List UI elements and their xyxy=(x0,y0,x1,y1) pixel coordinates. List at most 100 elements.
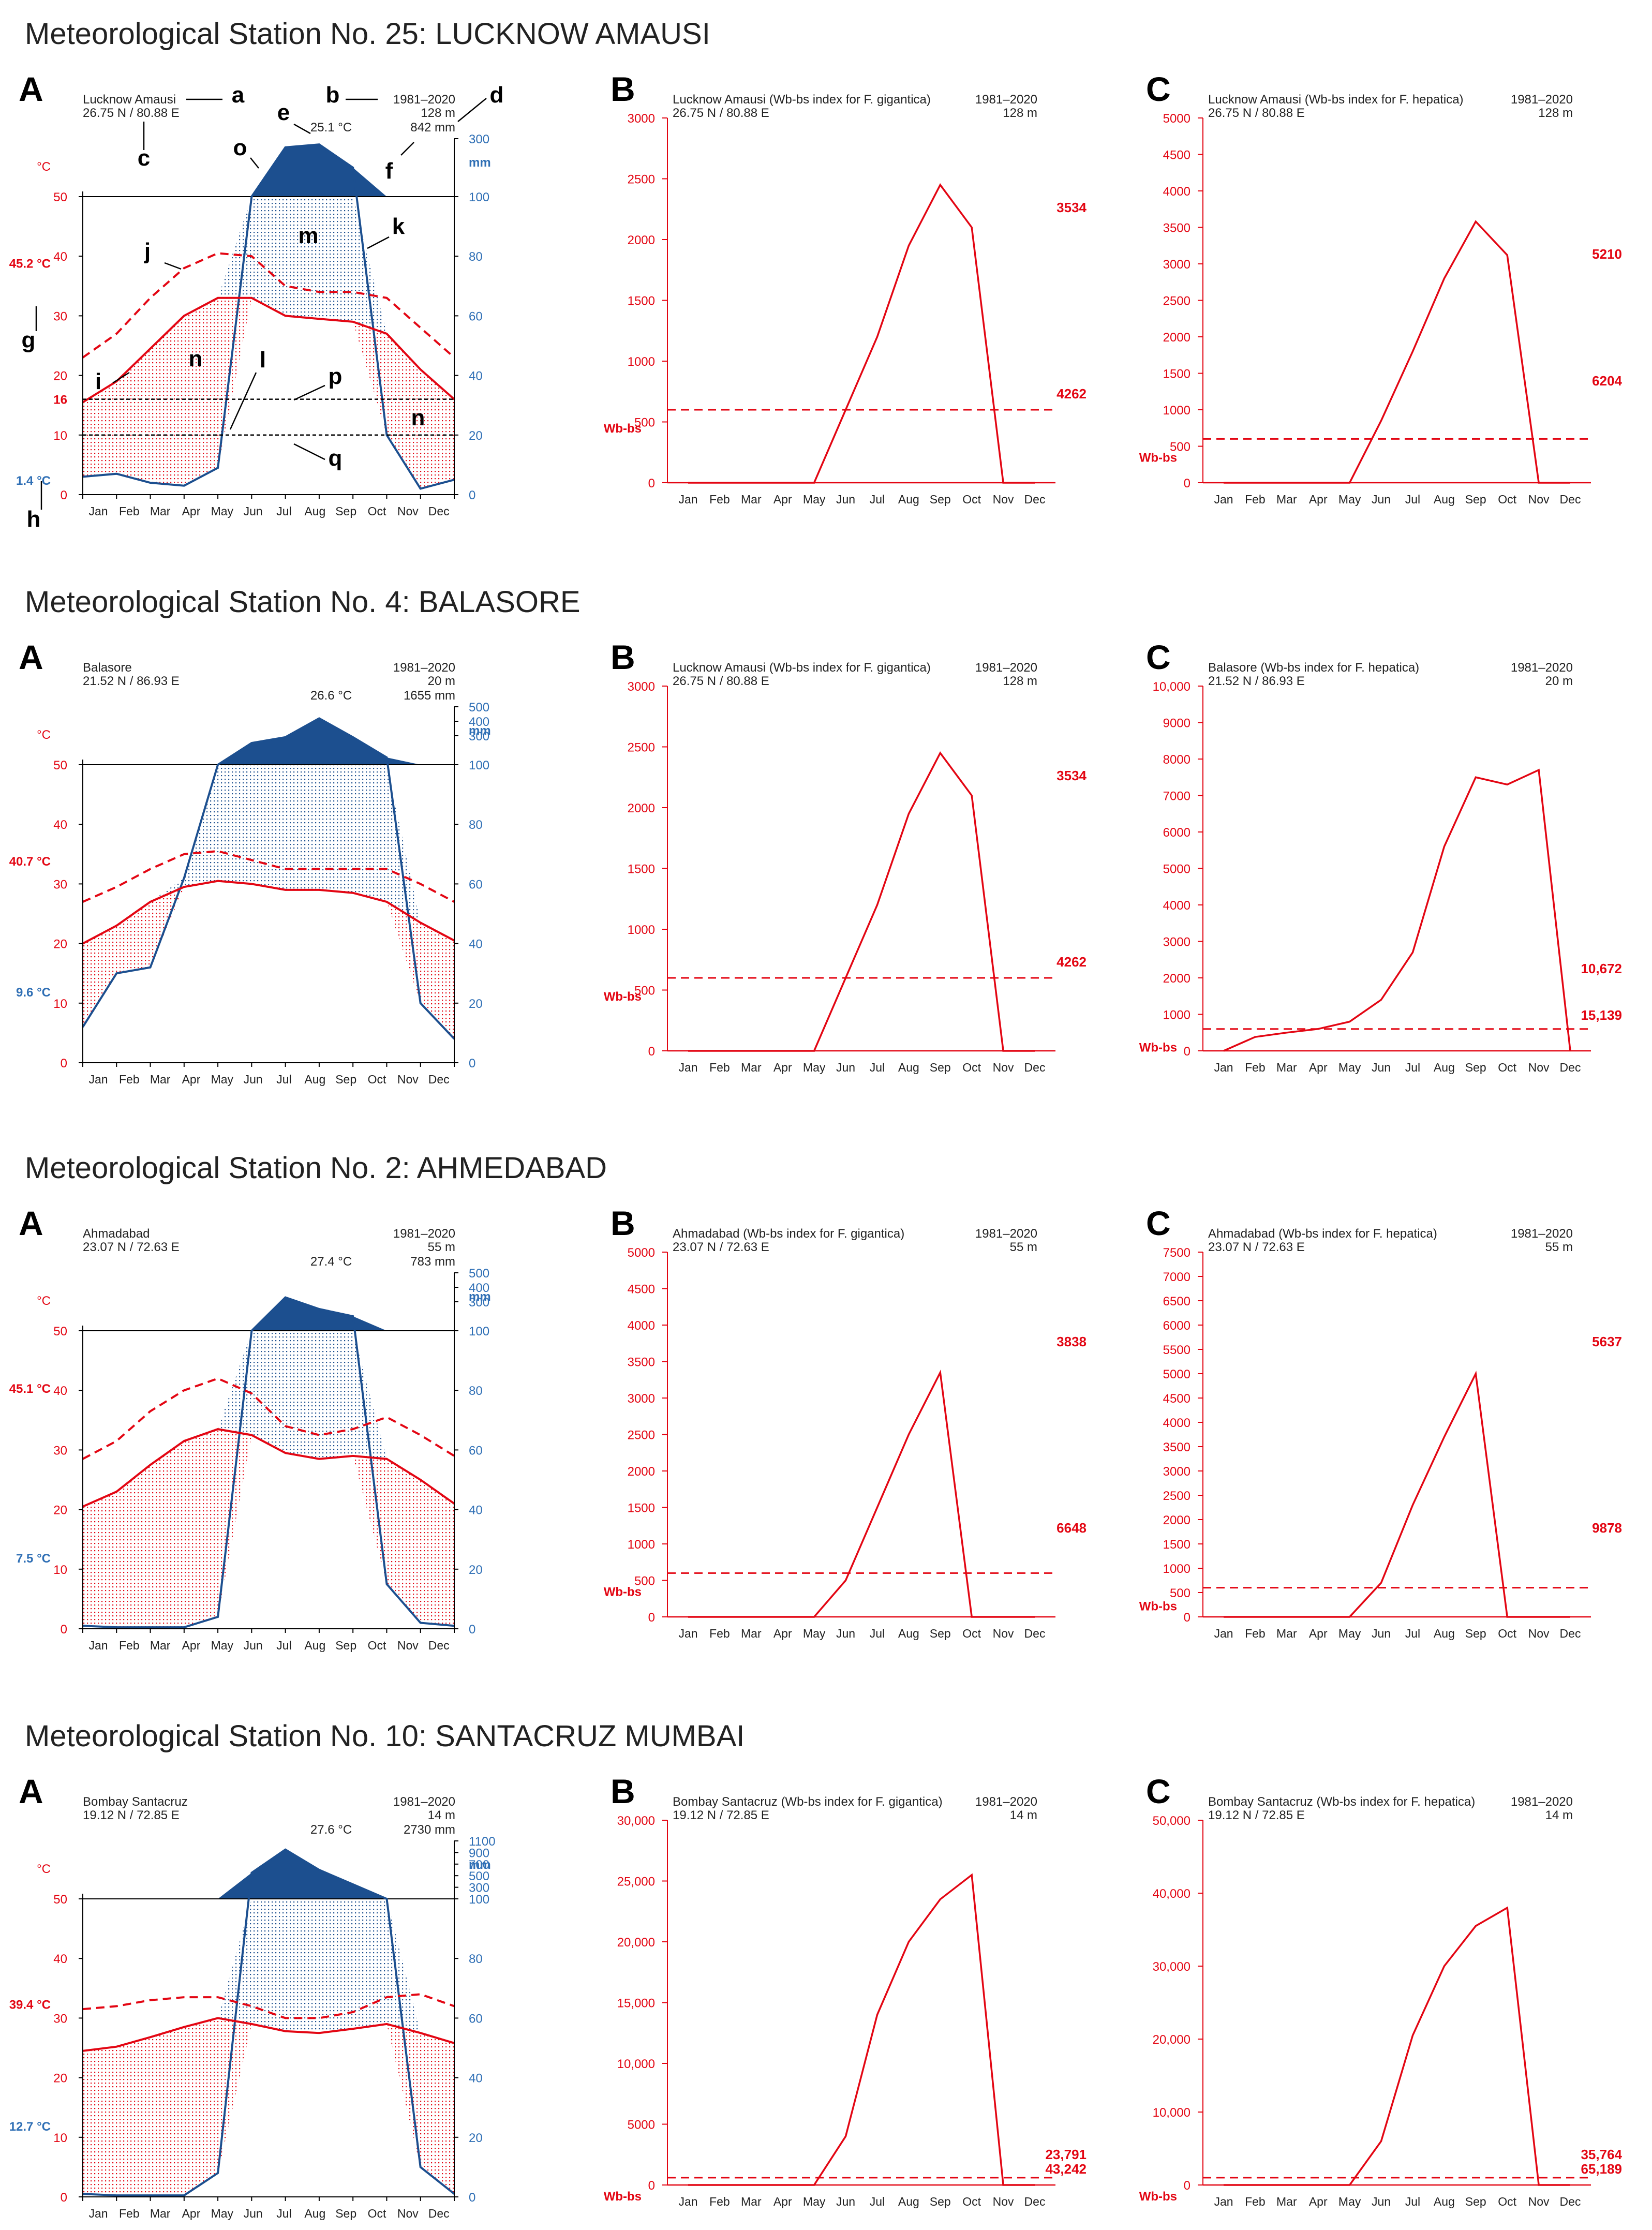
annotation-leader xyxy=(293,443,325,460)
wb-chart-B-3: B Bombay Santacruz (Wb-bs index for F. gi… xyxy=(604,1772,1087,2208)
month-label: Nov xyxy=(1528,493,1550,506)
month-label: Jan xyxy=(88,1073,108,1086)
right-value-top: 5637 xyxy=(1592,1334,1622,1349)
chart-header: Bombay Santacruz (Wb-bs index for F. gig… xyxy=(673,1795,943,1809)
prec-tick-label: 20 xyxy=(469,429,483,443)
month-label: Mar xyxy=(741,493,762,506)
y-tick-label: 3500 xyxy=(1163,1440,1190,1454)
temp-tick-label: 0 xyxy=(61,488,67,502)
prec-tick-label: 100 xyxy=(469,190,489,204)
y-tick-label: 4000 xyxy=(628,1319,655,1333)
month-label: Feb xyxy=(119,1073,140,1086)
y-tick-label: 2500 xyxy=(628,741,655,755)
right-value-top: 3534 xyxy=(1056,768,1087,783)
wb-chart-B-2: B Ahmadabad (Wb-bs index for F. gigantica… xyxy=(604,1204,1087,1640)
chart-coords: 19.12 N / 72.85 E xyxy=(673,1808,769,1822)
annotation-label: e xyxy=(277,100,290,125)
y-tick-label: 5500 xyxy=(1163,1343,1190,1357)
y-tick-label: 0 xyxy=(648,477,655,490)
y-tick-label: 1500 xyxy=(1163,367,1190,381)
month-label: Jan xyxy=(678,493,697,506)
y-tick-label: 1000 xyxy=(1163,1562,1190,1576)
y-axis-label: Wb-bs xyxy=(1139,2190,1177,2204)
chart-header: Lucknow Amausi (Wb-bs index for F. hepat… xyxy=(1208,93,1464,107)
station-title: Meteorological Station No. 4: BALASORE xyxy=(25,585,581,619)
chart-coords: 26.75 N / 80.88 E xyxy=(673,674,769,688)
chart-header: Ahmadabad (Wb-bs index for F. gigantica) xyxy=(673,1227,904,1241)
y-tick-label: 10,000 xyxy=(1153,2106,1190,2120)
month-label: Feb xyxy=(119,1639,140,1652)
right-value-bottom: 15,139 xyxy=(1581,1007,1622,1023)
month-label: Jun xyxy=(1372,493,1391,506)
month-label: Aug xyxy=(304,1073,325,1086)
y-tick-label: 20,000 xyxy=(1153,2033,1190,2047)
month-label: Feb xyxy=(709,493,730,506)
annotation-leader xyxy=(457,98,487,122)
month-label: Jun xyxy=(1372,1627,1391,1640)
chart-header: Bombay Santacruz (Wb-bs index for F. hep… xyxy=(1208,1795,1475,1809)
month-label: Dec xyxy=(1560,2195,1581,2208)
chart-elevation: 128 m xyxy=(1538,106,1573,120)
annotation-label: g xyxy=(22,328,36,353)
y-tick-label: 30,000 xyxy=(617,1814,655,1828)
wb-index-line xyxy=(688,1369,1035,1618)
mean-temp: 26.6 °C xyxy=(310,689,352,703)
y-tick-label: 4500 xyxy=(628,1283,655,1297)
panel-letter-C: C xyxy=(1146,70,1171,108)
humid-area xyxy=(83,765,454,944)
month-label: Nov xyxy=(397,2207,419,2220)
prec-tick-label: 60 xyxy=(469,878,483,891)
month-label: Jul xyxy=(1405,493,1420,506)
precip-line xyxy=(82,143,455,490)
panel-letter-B: B xyxy=(611,70,635,108)
prec-tick-label: 20 xyxy=(469,2131,483,2145)
prec-tick-label: 60 xyxy=(469,2012,483,2026)
month-label: Feb xyxy=(1245,2195,1266,2208)
arid-area xyxy=(83,298,454,489)
humid-area xyxy=(83,1899,454,2051)
y-tick-label: 7000 xyxy=(1163,1270,1190,1284)
y-axis-label: Wb-bs xyxy=(1139,451,1177,465)
y-tick-label: 8000 xyxy=(1163,753,1190,767)
month-label: Sep xyxy=(335,1639,356,1652)
y-axis-label: Wb-bs xyxy=(604,2190,642,2204)
month-label: May xyxy=(803,2195,826,2208)
y-tick-label: 6000 xyxy=(1163,1319,1190,1333)
panel-letter-C: C xyxy=(1146,1204,1171,1242)
month-label: Dec xyxy=(1560,493,1581,506)
month-label: Aug xyxy=(898,2195,919,2208)
prec-tick-label: 300 xyxy=(469,1881,489,1895)
month-label: Feb xyxy=(1245,1627,1266,1640)
month-label: Oct xyxy=(962,1627,981,1640)
wb-chart-C-3: C Bombay Santacruz (Wb-bs index for F. he… xyxy=(1139,1772,1623,2208)
chart-period: 1981–2020 xyxy=(975,1227,1037,1241)
month-label: Oct xyxy=(1498,1061,1516,1074)
temp-unit: °C xyxy=(37,728,51,742)
month-label: Nov xyxy=(993,1627,1014,1640)
right-value-bottom: 65,189 xyxy=(1581,2161,1622,2177)
month-label: Apr xyxy=(1309,493,1328,506)
month-label: Jan xyxy=(88,2207,108,2220)
y-tick-label: 40,000 xyxy=(1153,1887,1190,1901)
month-label: Mar xyxy=(1276,1627,1297,1640)
temp-tick-label: 40 xyxy=(53,1384,67,1398)
chart-period: 1981–2020 xyxy=(975,93,1037,107)
right-value-bottom: 43,242 xyxy=(1045,2161,1087,2177)
chart-header: Lucknow Amausi (Wb-bs index for F. gigan… xyxy=(673,93,931,107)
temp-tick-label: 30 xyxy=(53,309,67,323)
month-label: Nov xyxy=(993,493,1014,506)
temp-tick-label: 50 xyxy=(53,1893,67,1907)
temp-tick-label: 10 xyxy=(53,2131,67,2145)
arid-area xyxy=(83,1429,454,1628)
temp-tick-label: 20 xyxy=(53,369,67,383)
chart-period: 1981–2020 xyxy=(1511,661,1573,675)
abs-min-temp: 1.4 °C xyxy=(16,474,51,488)
month-label: Nov xyxy=(397,1639,419,1652)
panel-letter-A: A xyxy=(19,70,43,108)
arid-area xyxy=(83,2018,454,2196)
month-label: Jan xyxy=(678,1627,697,1640)
prec-tick-label: 40 xyxy=(469,2072,483,2086)
y-tick-label: 7500 xyxy=(1163,1246,1190,1260)
annotation-label: o xyxy=(233,135,247,160)
